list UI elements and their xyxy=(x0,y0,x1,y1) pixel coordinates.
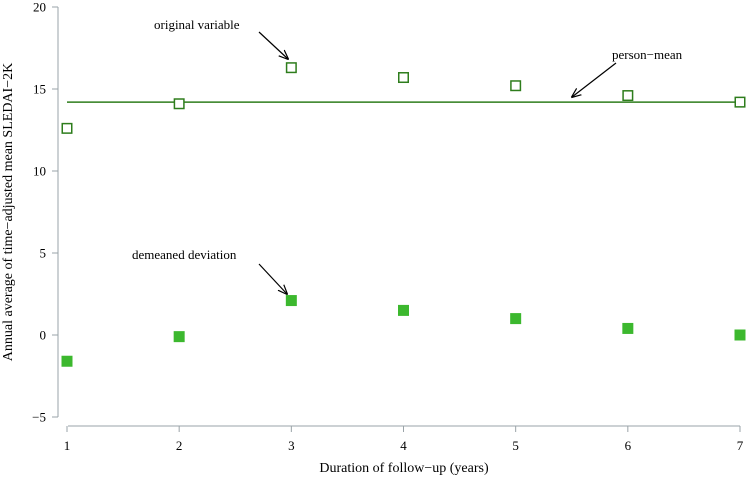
annotation-demeaned-deviation-arrow xyxy=(258,263,287,294)
x-ticks: 1 2 3 4 5 6 7 xyxy=(64,426,744,453)
y-ticks: −5 0 5 10 15 20 xyxy=(32,0,58,425)
x-tick-label: 4 xyxy=(400,438,407,453)
x-axis-title: Duration of follow−up (years) xyxy=(319,461,489,476)
annotation-original-variable-label: original variable xyxy=(154,17,240,32)
y-tick-label: 5 xyxy=(40,246,47,261)
x-tick-label: 5 xyxy=(512,438,519,453)
y-tick-label: 20 xyxy=(33,0,46,15)
demeaned-point xyxy=(398,304,409,316)
y-tick-label: 15 xyxy=(33,82,46,97)
x-tick-label: 3 xyxy=(288,438,295,453)
x-tick-label: 6 xyxy=(625,438,632,453)
y-tick-label: 10 xyxy=(33,164,46,179)
original-point xyxy=(173,98,185,110)
annotation-demeaned-deviation-label: demeaned deviation xyxy=(132,247,237,262)
original-point xyxy=(398,72,409,84)
original-point xyxy=(622,90,634,102)
original-point xyxy=(734,96,746,108)
demeaned-point xyxy=(285,295,297,307)
x-tick-label: 7 xyxy=(737,438,744,453)
demeaned-point xyxy=(173,331,185,343)
original-point xyxy=(61,122,73,134)
demeaned-point xyxy=(622,322,634,334)
original-point xyxy=(510,80,522,92)
demeaned-point xyxy=(734,329,746,341)
x-tick-label: 1 xyxy=(64,438,71,453)
demeaned-point xyxy=(510,313,522,325)
annotation-person-mean-label: person−mean xyxy=(612,47,683,62)
annotation-demeaned-deviation: demeaned deviation xyxy=(132,247,287,294)
y-tick-label: 0 xyxy=(40,328,47,343)
annotation-person-mean: person−mean xyxy=(572,47,683,97)
demeaned-point xyxy=(61,355,73,367)
data-points xyxy=(61,62,746,367)
annotation-original-variable: original variable xyxy=(154,17,288,59)
y-axis-title: Annual average of time−adjusted mean SLE… xyxy=(1,63,16,361)
x-tick-label: 2 xyxy=(176,438,183,453)
annotation-original-variable-arrow xyxy=(258,31,288,59)
y-tick-label: −5 xyxy=(32,410,46,425)
annotation-person-mean-arrow xyxy=(572,62,617,97)
original-point xyxy=(285,62,297,74)
